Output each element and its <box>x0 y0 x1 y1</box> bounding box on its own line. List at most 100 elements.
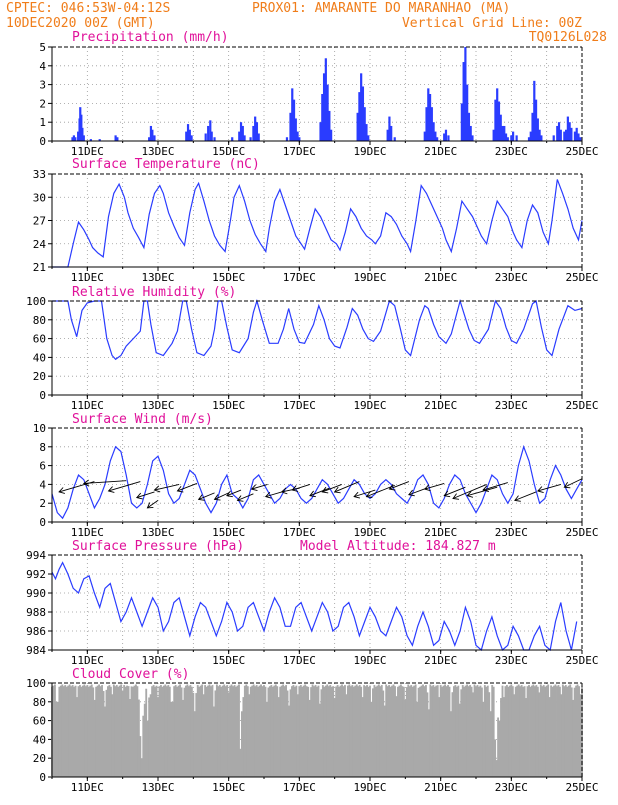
cloud-bar <box>126 685 129 777</box>
cloud-bar <box>84 686 87 777</box>
wind-arrow-head <box>82 479 90 487</box>
cloud-bar <box>132 686 134 777</box>
y-tick-label: 984 <box>26 644 46 657</box>
wind-arrow <box>444 486 466 497</box>
precip-bar <box>188 129 191 141</box>
cloud-bar <box>124 686 127 777</box>
wind-arrow-head <box>536 486 544 493</box>
cloud-bar <box>263 685 265 777</box>
cloud-bar <box>388 685 391 777</box>
cloud-bar <box>342 686 345 777</box>
cloud-bar <box>526 686 529 777</box>
wind-arrow <box>353 489 376 498</box>
cloud-bar <box>164 684 167 777</box>
cloud-bar <box>71 685 74 777</box>
cloud-bar <box>510 684 513 777</box>
x-tick-label: 21DEC <box>424 271 457 284</box>
cloud-bar <box>139 736 142 777</box>
cloud-bar <box>198 686 201 777</box>
y-tick-label: 0 <box>39 771 46 784</box>
cloud-bar <box>373 685 376 777</box>
precip-bar <box>204 133 207 141</box>
cloud-bar <box>246 686 249 777</box>
cloud-bar <box>211 685 214 777</box>
cloud-bar <box>525 698 527 777</box>
cloud-bar <box>273 685 276 777</box>
cloud-bar <box>55 701 58 777</box>
x-tick-label: 13DEC <box>141 399 174 412</box>
cloud-bar <box>358 685 361 777</box>
precip-bar <box>239 122 243 141</box>
cloud-bar <box>333 698 336 777</box>
cloud-bar <box>420 685 423 777</box>
cloud-bar <box>346 685 349 777</box>
cloud-bar <box>130 686 133 777</box>
cloud-bar <box>427 709 430 777</box>
cloud-bar <box>466 684 469 777</box>
cloud-bar <box>266 701 268 777</box>
y-tick-label: 100 <box>26 295 46 308</box>
precip-bar <box>386 129 389 141</box>
cloud-bar <box>383 705 386 777</box>
cloud-bar <box>61 684 64 777</box>
cloud-bar <box>376 685 379 777</box>
cloud-bar <box>461 685 464 777</box>
precip-bar <box>367 135 370 141</box>
wind-arrow-head <box>197 494 205 501</box>
cloud-bar <box>435 685 438 777</box>
x-tick-label: 11DEC <box>71 526 104 539</box>
cloud-bar <box>492 686 495 777</box>
cloud-bar <box>81 685 84 777</box>
precip-bar <box>255 122 259 141</box>
cloud-bar <box>567 685 570 777</box>
precip-bar <box>540 135 543 141</box>
precip-bar <box>153 135 156 141</box>
cloud-bar <box>87 686 90 777</box>
cloud-bar <box>485 686 488 777</box>
x-tick-label: 11DEC <box>71 399 104 412</box>
cloud-bar <box>363 685 366 777</box>
cloud-bar <box>86 685 89 777</box>
cloud-bar <box>299 685 302 777</box>
rh-title: Relative Humidity (%) <box>72 285 236 300</box>
cloud-bar <box>171 701 174 777</box>
y-tick-label: 4 <box>39 60 46 73</box>
cloud-bar <box>210 686 212 777</box>
x-tick-label: 25DEC <box>565 145 598 158</box>
precip-bar <box>209 120 212 141</box>
cloud-bar <box>221 685 224 777</box>
cloud-bar <box>182 699 184 777</box>
cloud-bar <box>148 697 151 777</box>
cloud-bar <box>374 686 377 777</box>
cloud-bar <box>137 699 140 777</box>
cloud-bar <box>407 684 410 777</box>
series-line <box>51 561 578 652</box>
x-tick-label: 17DEC <box>283 145 316 158</box>
x-tick-label: 25DEC <box>565 654 598 667</box>
cloud-bar <box>579 694 582 777</box>
cloud-bar <box>136 686 139 777</box>
wind-arrow <box>309 487 330 497</box>
cloud-bar <box>199 685 202 777</box>
precip-bar <box>186 124 190 141</box>
cloud-bar <box>548 697 551 777</box>
precip-bar <box>393 137 396 141</box>
cloud-bar <box>455 686 458 777</box>
cloud-bar <box>550 685 553 777</box>
x-tick-label: 21DEC <box>424 399 457 412</box>
cloud-bar <box>93 699 96 777</box>
cloud-bar <box>261 686 264 777</box>
x-tick-label: 23DEC <box>495 781 528 794</box>
cloud-bar <box>425 685 427 777</box>
cloud-bar <box>168 686 171 777</box>
cloud-bar <box>127 686 130 777</box>
cloud-bar <box>293 686 296 777</box>
cloud-bar <box>152 685 155 777</box>
precip-bar <box>89 139 92 141</box>
cloud-bar <box>411 686 414 777</box>
precip-bar <box>363 107 366 141</box>
cloud-bar <box>202 694 205 777</box>
cloud-bar <box>286 690 289 777</box>
cloud-bar <box>58 686 61 777</box>
cloud-bar <box>479 685 482 777</box>
